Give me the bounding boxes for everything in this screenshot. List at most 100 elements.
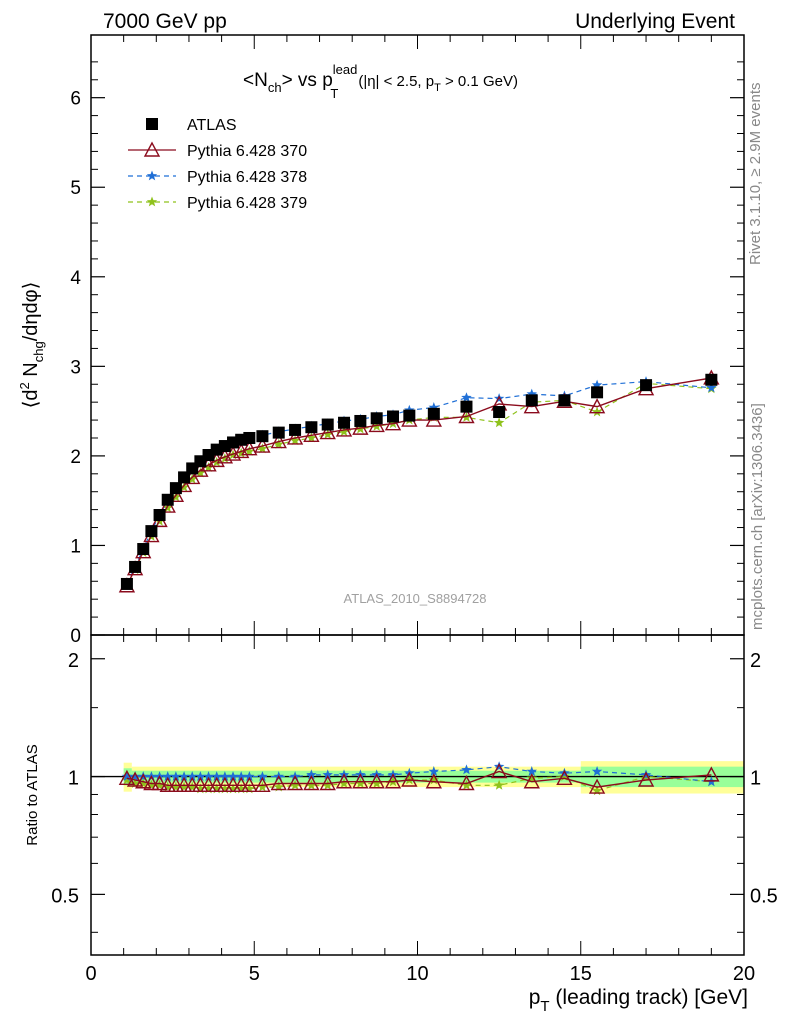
ratio-point-p370 bbox=[270, 775, 287, 791]
point-atlas bbox=[129, 560, 142, 573]
ratio-point-p378 bbox=[493, 761, 505, 772]
point-p370 bbox=[286, 429, 304, 445]
point-p379 bbox=[187, 473, 198, 484]
ratio-point-p378 bbox=[219, 771, 231, 781]
ratio-point-p379 bbox=[211, 783, 222, 794]
y-tick-label: 1 bbox=[70, 536, 81, 557]
ratio-point-p370 bbox=[167, 776, 185, 792]
series-line-p378 bbox=[126, 380, 712, 585]
ratio-point-p379 bbox=[461, 779, 472, 790]
ratio-point-p378 bbox=[526, 766, 537, 776]
ratio-point-p379 bbox=[322, 779, 333, 790]
ratio-point-p379 bbox=[203, 783, 214, 794]
point-p379 bbox=[203, 462, 214, 472]
mcplots-label: mcplots.cern.ch [arXiv:1306.3436] bbox=[749, 403, 766, 630]
ratio-y-tick-label: 2 bbox=[68, 650, 79, 672]
point-p379 bbox=[244, 445, 255, 456]
ratio-point-p378 bbox=[170, 771, 182, 781]
point-p379 bbox=[178, 481, 190, 492]
ratio-point-p370 bbox=[216, 776, 234, 792]
ratio-point-p378 bbox=[121, 771, 133, 781]
ratio-point-p370 bbox=[224, 776, 242, 792]
ratio-point-p370 bbox=[425, 773, 442, 789]
legend-marker-atlas bbox=[146, 118, 158, 130]
point-atlas bbox=[403, 409, 416, 422]
ratio-point-p370 bbox=[368, 773, 385, 789]
ratio-point-p379 bbox=[146, 779, 157, 790]
ratio-point-p379 bbox=[187, 781, 198, 792]
point-atlas bbox=[272, 426, 285, 439]
ratio-point-p370 bbox=[335, 773, 353, 789]
point-p379 bbox=[591, 406, 603, 417]
header-left: 7000 GeV pp bbox=[103, 10, 227, 33]
ratio-point-p370 bbox=[286, 775, 304, 791]
ratio-point-p379 bbox=[195, 783, 206, 794]
point-atlas bbox=[169, 482, 182, 495]
ratio-point-p378 bbox=[203, 771, 214, 781]
ratio-point-p370 bbox=[175, 776, 193, 792]
x-tick-label: 10 bbox=[406, 963, 428, 985]
ratio-frame bbox=[90, 634, 745, 956]
ratio-point-p370 bbox=[151, 775, 168, 791]
ratio-point-p379 bbox=[178, 781, 190, 792]
ratio-point-p378 bbox=[187, 771, 198, 781]
y-tick-label: 6 bbox=[70, 89, 81, 110]
y-axis-label-main: ⟨d2 Nchg/dηdφ⟩ bbox=[17, 282, 46, 409]
ratio-y-tick-label-right: 0.5 bbox=[750, 885, 778, 907]
ratio-point-p378 bbox=[178, 771, 190, 781]
ratio-point-p370 bbox=[118, 769, 136, 785]
y-tick-label: 2 bbox=[70, 447, 81, 468]
ratio-point-p370 bbox=[135, 773, 152, 789]
point-atlas bbox=[387, 410, 400, 423]
point-atlas bbox=[321, 418, 334, 431]
point-atlas bbox=[354, 414, 367, 427]
point-atlas bbox=[370, 412, 383, 425]
ratio-point-p379 bbox=[289, 779, 301, 790]
ratio-point-p370 bbox=[588, 778, 606, 794]
point-atlas bbox=[558, 394, 571, 407]
legend-item-atlas: ATLAS bbox=[146, 117, 237, 134]
point-atlas bbox=[153, 509, 166, 521]
ratio-point-p370 bbox=[159, 776, 176, 792]
ratio-point-p379 bbox=[273, 781, 284, 792]
ratio-point-p379 bbox=[355, 778, 366, 788]
series-atlas bbox=[120, 373, 718, 590]
rivet-label: Rivet 3.1.10, ≥ 2.9M events bbox=[747, 83, 764, 266]
ratio-y-tick-label: 0.5 bbox=[51, 885, 79, 907]
series-p370 bbox=[118, 369, 720, 593]
ratio-series-p370 bbox=[118, 763, 720, 794]
ratio-point-p379 bbox=[559, 771, 570, 781]
ratio-point-p379 bbox=[257, 781, 268, 792]
point-atlas bbox=[289, 423, 302, 436]
point-atlas bbox=[256, 430, 269, 443]
point-atlas bbox=[427, 407, 440, 420]
ratio-point-p378 bbox=[236, 771, 247, 781]
y-tick-label: 3 bbox=[70, 357, 81, 378]
ratio-point-p370 bbox=[241, 776, 258, 792]
x-tick-label: 20 bbox=[733, 963, 755, 985]
point-p379 bbox=[236, 447, 247, 458]
ratio-point-p378 bbox=[461, 764, 472, 775]
ratio-point-p378 bbox=[244, 771, 255, 781]
point-p370 bbox=[319, 424, 336, 440]
main-panel: 0 1 2 3 4 5 6 bbox=[70, 34, 745, 647]
ratio-point-p370 bbox=[143, 775, 160, 791]
ratio-point-p370 bbox=[458, 775, 475, 791]
legend-label-atlas: ATLAS bbox=[187, 117, 237, 134]
legend: ATLAS Pythia 6.428 370 Pythia 6.428 378 Pyt… bbox=[128, 117, 307, 212]
ratio-point-p370 bbox=[192, 776, 209, 792]
point-p370 bbox=[352, 419, 369, 435]
point-p379 bbox=[338, 426, 350, 437]
ratio-point-p379 bbox=[306, 779, 317, 790]
ratio-point-p370 bbox=[637, 771, 655, 787]
legend-label-p378: Pythia 6.428 378 bbox=[187, 169, 307, 186]
point-atlas bbox=[305, 421, 318, 434]
point-p370 bbox=[303, 426, 320, 442]
ratio-point-p379 bbox=[338, 778, 350, 788]
x-tick-label: 0 bbox=[85, 963, 96, 985]
ratio-point-p378 bbox=[428, 766, 440, 776]
point-p370 bbox=[368, 416, 385, 433]
ratio-point-p379 bbox=[227, 783, 239, 794]
ratio-point-p379 bbox=[162, 781, 173, 792]
